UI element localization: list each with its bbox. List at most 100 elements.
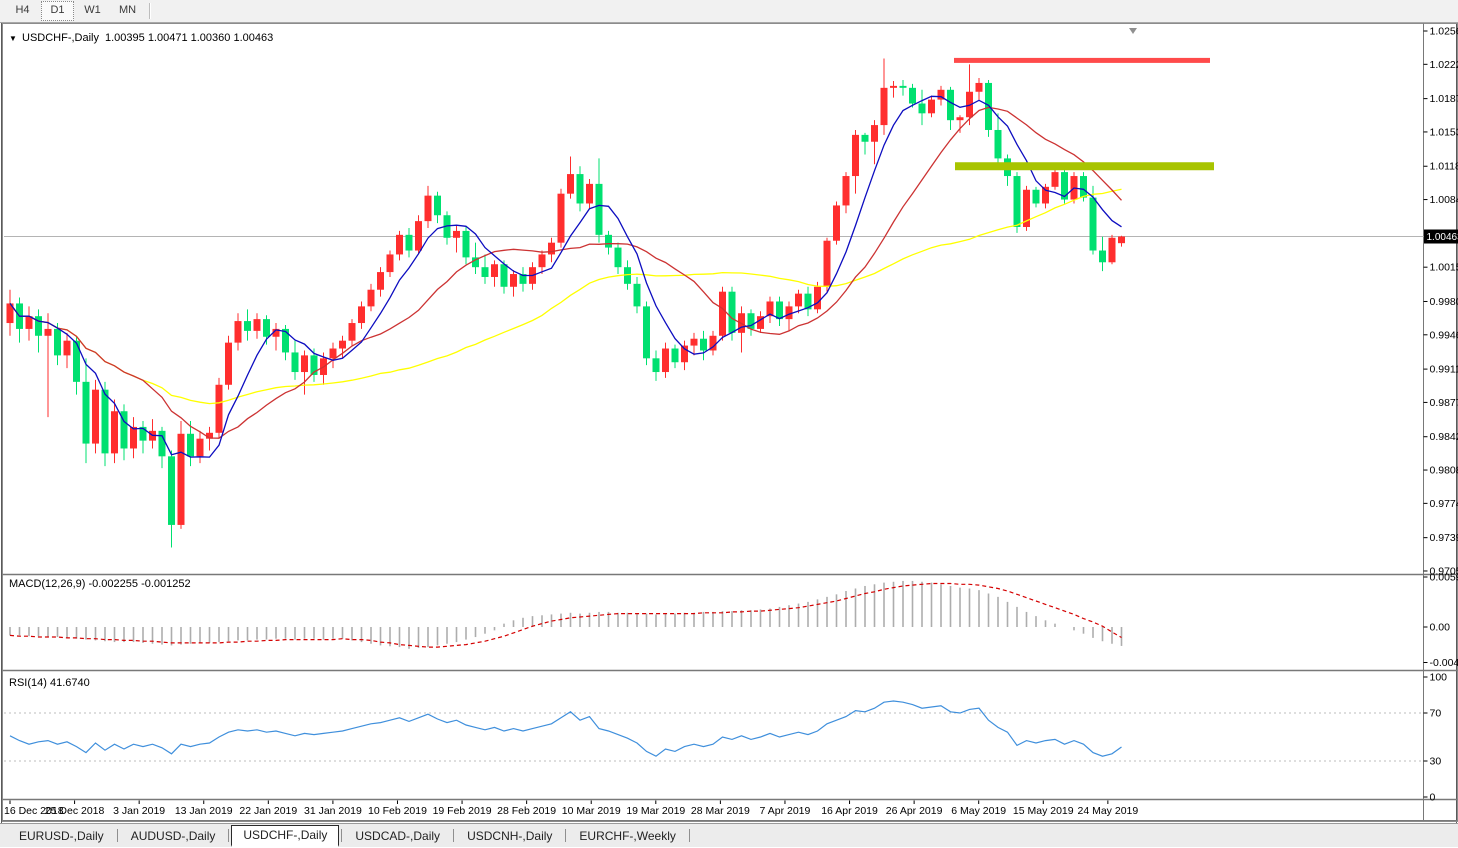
candle-body xyxy=(842,176,850,206)
candle-body xyxy=(491,264,498,277)
candle-body xyxy=(928,99,935,114)
candle-body xyxy=(187,433,194,457)
tab-usdcad-daily[interactable]: USDCAD-,Daily xyxy=(355,829,441,843)
price-axis-label: 1.00840 xyxy=(1430,194,1458,206)
tab-separator xyxy=(453,829,455,842)
symbol-tabbar: EURUSD-,Daily AUDUSD-,Daily USDCHF-,Daily U… xyxy=(0,823,1458,847)
candle-body xyxy=(272,328,280,337)
candle-body xyxy=(6,303,14,324)
candle-body xyxy=(956,117,964,121)
candle-body xyxy=(472,257,479,268)
date-axis-label[interactable]: 24 May 2019 xyxy=(1078,805,1139,817)
candle-body xyxy=(339,340,346,349)
candle-body xyxy=(909,87,916,104)
date-axis-label[interactable]: 19 Mar 2019 xyxy=(626,805,685,817)
candle-body xyxy=(453,230,460,238)
price-axis-label: 0.99460 xyxy=(1430,329,1458,341)
date-axis-label[interactable]: 31 Jan 2019 xyxy=(304,805,362,817)
candle-body xyxy=(481,267,489,277)
price-axis-label: 1.02560 xyxy=(1430,26,1458,38)
candle-body xyxy=(1099,250,1106,263)
candle-body xyxy=(652,358,660,373)
price-axis-label: 0.98420 xyxy=(1430,431,1458,443)
candle-body xyxy=(643,306,650,359)
price-axis-label: 1.01180 xyxy=(1430,161,1458,173)
date-axis-label[interactable]: 7 Apr 2019 xyxy=(760,805,811,817)
candle-body xyxy=(624,267,631,284)
candle-body xyxy=(662,348,669,373)
tab-usdchf-daily[interactable]: USDCHF-,Daily xyxy=(231,825,340,847)
date-axis-label[interactable]: 22 Jan 2019 xyxy=(239,805,297,817)
candle-body xyxy=(1089,197,1097,251)
candle-body xyxy=(25,316,33,329)
rsi-axis-label: 0 xyxy=(1430,792,1436,804)
tab-separator xyxy=(116,829,118,842)
candle-body xyxy=(120,411,128,449)
candle-body xyxy=(196,438,204,457)
toolbar-timeframe-h4[interactable]: H4 xyxy=(15,4,30,16)
candle-body xyxy=(1061,172,1068,200)
date-axis-label[interactable]: 10 Mar 2019 xyxy=(562,805,621,817)
rsi-plot xyxy=(9,700,1122,757)
tab-usdcnh-daily[interactable]: USDCNH-,Daily xyxy=(467,829,553,843)
toolbar-timeframe-d1[interactable]: D1 xyxy=(41,1,74,21)
candle-body xyxy=(776,301,783,320)
tab-separator xyxy=(688,829,690,842)
current-price-badge-text: 1.00463 xyxy=(1427,232,1458,243)
date-axis-label[interactable]: 28 Mar 2019 xyxy=(691,805,750,817)
candle-body xyxy=(1118,236,1125,244)
date-axis-label[interactable]: 16 Dec 2018 xyxy=(4,805,64,817)
candle-body xyxy=(823,240,831,287)
date-axis-label[interactable]: 28 Feb 2019 xyxy=(497,805,556,817)
candle-body xyxy=(757,316,764,329)
candle-body xyxy=(329,348,337,359)
candle-body xyxy=(1051,172,1059,187)
candle-body xyxy=(595,183,603,235)
symbol-dropdown-icon[interactable]: ▼ xyxy=(9,34,17,43)
candle-body xyxy=(557,193,565,243)
candle-body xyxy=(291,352,299,373)
date-axis-label[interactable]: 10 Feb 2019 xyxy=(368,805,427,817)
toolbar-timeframe-w1[interactable]: W1 xyxy=(84,4,101,16)
tab-eurchf-weekly[interactable]: EURCHF-,Weekly xyxy=(579,829,676,843)
timeframe-toolbar: H4 D1 W1 MN xyxy=(0,0,1458,23)
candle-body xyxy=(139,426,147,441)
chart-canvas[interactable]: 1.02560 1.02220 1.01870 1.01530 1.01180 1.008… xyxy=(2,23,1458,823)
tab-separator xyxy=(341,829,343,842)
candle-body xyxy=(301,355,308,373)
rsi-line xyxy=(9,700,1122,757)
candle-body xyxy=(500,264,508,287)
chart-shift-icon[interactable] xyxy=(1129,28,1137,34)
candle-body xyxy=(586,183,593,204)
tab-eurusd-daily[interactable]: EURUSD-,Daily xyxy=(19,829,104,843)
candle-body xyxy=(177,433,185,525)
moving-average-lines xyxy=(9,95,1122,458)
macd-axis-label: 0.00597 xyxy=(1430,572,1458,584)
candle-body xyxy=(82,381,90,444)
candle-body xyxy=(234,321,242,343)
date-axis-label[interactable]: 25 Dec 2018 xyxy=(45,805,105,817)
candle-body xyxy=(263,319,270,337)
tab-audusd-daily[interactable]: AUDUSD-,Daily xyxy=(130,829,216,843)
price-axis-label: 0.98080 xyxy=(1430,465,1458,477)
candle-body xyxy=(358,306,365,324)
candle-body xyxy=(1042,186,1049,204)
toolbar-timeframe-mn[interactable]: MN xyxy=(118,4,137,16)
date-axis-label[interactable]: 19 Feb 2019 xyxy=(433,805,492,817)
resistance-line[interactable] xyxy=(954,57,1210,63)
candle-body xyxy=(92,389,99,444)
date-axis-label[interactable]: 15 May 2019 xyxy=(1013,805,1074,817)
date-axis-label[interactable]: 13 Jan 2019 xyxy=(175,805,233,817)
candle-body xyxy=(728,291,736,333)
drawn-objects xyxy=(954,57,1214,171)
candle-body xyxy=(73,340,80,382)
date-axis-label[interactable]: 6 May 2019 xyxy=(951,805,1006,817)
candle-body xyxy=(681,345,688,363)
date-axis-label[interactable]: 26 Apr 2019 xyxy=(886,805,943,817)
macd-signal-line xyxy=(9,582,1122,648)
date-axis-label[interactable]: 16 Apr 2019 xyxy=(821,805,878,817)
date-axis-label[interactable]: 3 Jan 2019 xyxy=(113,805,165,817)
support-line[interactable] xyxy=(955,162,1214,171)
candle-body xyxy=(101,389,109,454)
candles xyxy=(6,58,1125,548)
